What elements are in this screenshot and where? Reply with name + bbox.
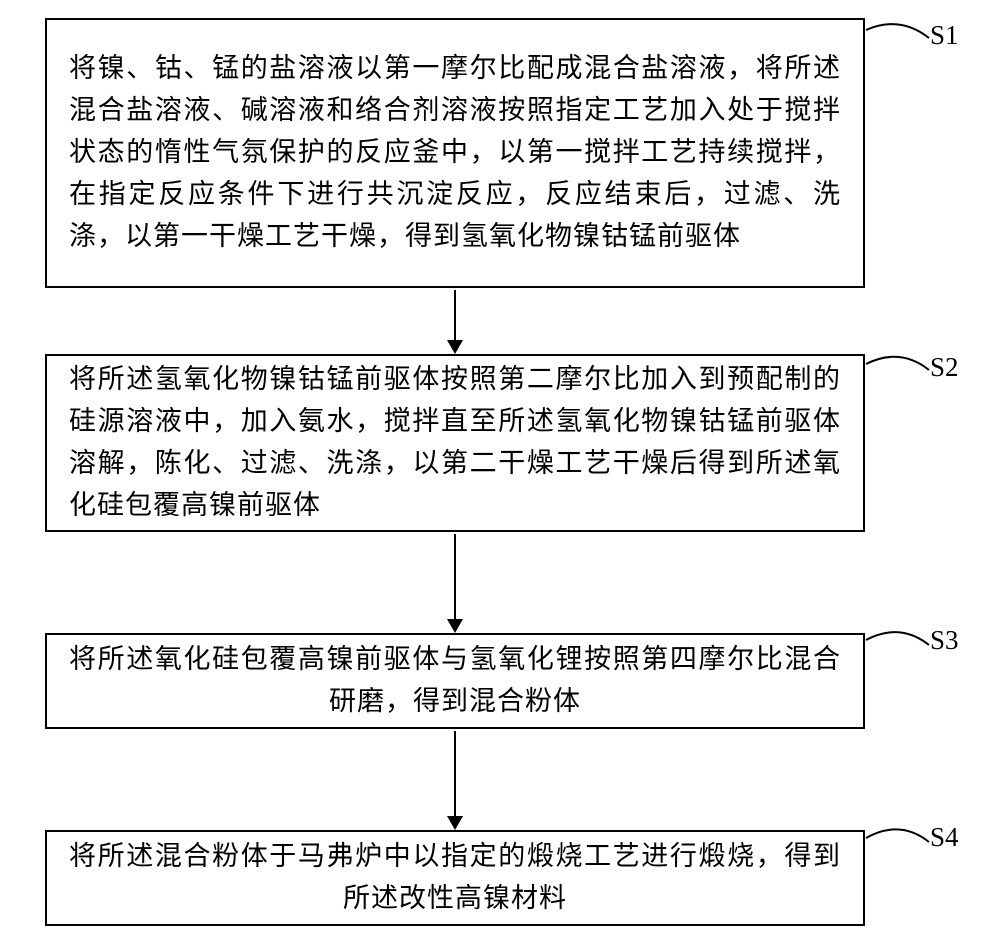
arrow-s1-s2-head [447,340,463,354]
step-box-s2: 将所述氢氧化物镍钴锰前驱体按照第二摩尔比加入到预配制的硅源溶液中，加入氨水，搅拌… [45,354,865,532]
arrow-s3-s4-head [447,816,463,830]
arrow-s2-s3-line [454,534,456,621]
arrow-s1-s2-line [454,290,456,342]
step-label-s3: S3 [930,625,959,656]
flowchart-canvas: 将镍、钴、锰的盐溶液以第一摩尔比配成混合盐溶液，将所述混合盐溶液、碱溶液和络合剂… [0,0,1000,943]
step-box-s4: 将所述混合粉体于马弗炉中以指定的煅烧工艺进行煅烧，得到所述改性高镍材料 [45,830,865,926]
arrow-s2-s3-head [447,619,463,633]
step-box-s1: 将镍、钴、锰的盐溶液以第一摩尔比配成混合盐溶液，将所述混合盐溶液、碱溶液和络合剂… [45,18,865,288]
step-text-s2: 将所述氢氧化物镍钴锰前驱体按照第二摩尔比加入到预配制的硅源溶液中，加入氨水，搅拌… [69,359,841,526]
arrow-s3-s4-line [454,731,456,818]
step-text-s4: 将所述混合粉体于马弗炉中以指定的煅烧工艺进行煅烧，得到所述改性高镍材料 [69,836,841,920]
leader-curve-s2 [865,350,935,390]
leader-curve-s4 [865,822,935,862]
step-text-s1: 将镍、钴、锰的盐溶液以第一摩尔比配成混合盐溶液，将所述混合盐溶液、碱溶液和络合剂… [69,48,841,257]
step-label-s4: S4 [930,822,959,853]
leader-curve-s3 [865,625,935,665]
step-box-s3: 将所述氧化硅包覆高镍前驱体与氢氧化锂按照第四摩尔比混合研磨，得到混合粉体 [45,633,865,729]
step-label-s1: S1 [930,20,959,51]
step-text-s3: 将所述氧化硅包覆高镍前驱体与氢氧化锂按照第四摩尔比混合研磨，得到混合粉体 [69,639,841,723]
step-label-s2: S2 [930,352,959,383]
leader-curve-s1 [865,18,935,58]
